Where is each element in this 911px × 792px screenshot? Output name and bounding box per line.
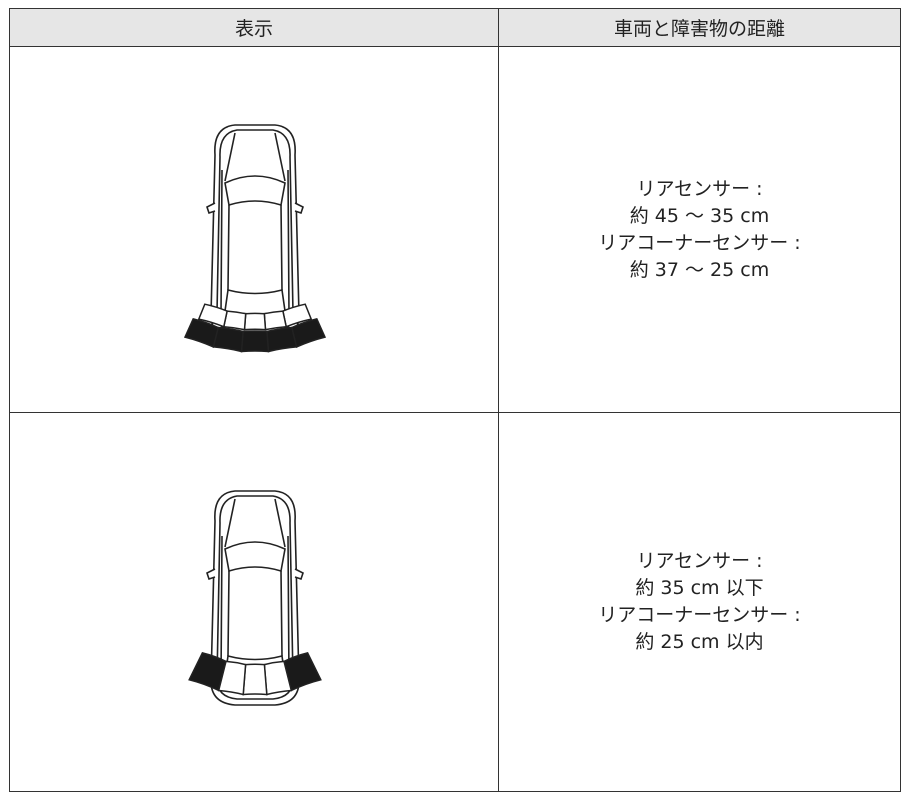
text-cell: リアセンサー : 約 45 ～ 35 cm リアコーナーセンサー : 約 37 ～ 2… — [498, 46, 901, 413]
text-line: リアセンサー : — [636, 177, 763, 200]
sensor-segment — [217, 660, 247, 696]
sensor-segment — [263, 310, 288, 331]
sensor-segment — [183, 318, 220, 348]
sensor-segment — [197, 303, 228, 328]
text-line: 約 25 cm 以内 — [635, 631, 764, 653]
header-cell: 表示 — [9, 8, 499, 47]
text-line: リアコーナーセンサー : — [598, 604, 801, 626]
sensor-arcs — [188, 652, 322, 696]
sensor-segment — [243, 312, 267, 331]
sensor-arcs — [183, 303, 327, 353]
text-line: リアコーナーセンサー : — [598, 231, 801, 254]
sensor-segment — [266, 326, 298, 353]
sensor-segment — [188, 652, 227, 692]
text-line: 約 45 ～ 35 cm — [629, 204, 770, 227]
sensor-segment — [242, 663, 268, 696]
text-line: 約 37 ～ 25 cm — [629, 258, 770, 281]
sensor-segment — [240, 330, 270, 353]
text-line: 約 35 cm 以下 — [635, 577, 764, 599]
car-icon — [206, 124, 304, 340]
text-line: リアセンサー : — [636, 550, 763, 572]
text-cell: リアセンサー : 約 35 cm 以下リアコーナーセンサー : 約 25 cm 以内 — [498, 412, 901, 792]
